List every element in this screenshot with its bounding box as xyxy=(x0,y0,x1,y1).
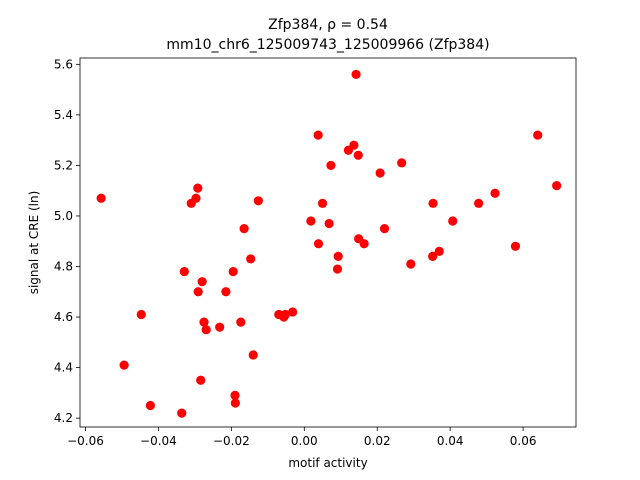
data-point xyxy=(428,251,438,262)
data-point xyxy=(145,400,155,411)
data-point xyxy=(510,241,521,251)
data-point xyxy=(215,322,225,332)
data-point xyxy=(375,168,385,178)
data-point xyxy=(351,69,361,80)
data-point xyxy=(406,259,416,269)
data-point xyxy=(239,223,249,234)
x-tick-label: 0.04 xyxy=(437,434,464,448)
x-axis-ticks: −0.06 −0.04 −0.02 0.00 0.02 0.04 0.06 xyxy=(67,427,536,448)
x-tick-label: 0.06 xyxy=(510,434,537,448)
y-tick-label: 4.6 xyxy=(54,310,73,324)
data-point xyxy=(359,239,369,249)
y-tick-label: 5.2 xyxy=(54,158,73,172)
data-point xyxy=(533,130,543,140)
y-tick-label: 4.4 xyxy=(54,361,73,375)
data-point xyxy=(96,193,106,203)
y-tick-label: 5.4 xyxy=(54,108,73,122)
data-point xyxy=(177,408,187,418)
plot-frame xyxy=(79,57,577,428)
data-point xyxy=(324,218,334,229)
data-point xyxy=(353,150,363,160)
y-tick-label: 4.2 xyxy=(54,411,73,425)
data-point xyxy=(221,287,231,297)
data-point xyxy=(193,287,203,297)
data-point xyxy=(280,309,290,320)
data-point xyxy=(434,246,444,256)
chart-title-line-2: mm10_chr6_125009743_125009966 (Zfp384) xyxy=(166,37,489,53)
data-point xyxy=(349,140,359,150)
data-point xyxy=(199,317,209,327)
x-tick-label: −0.06 xyxy=(67,434,104,448)
data-point xyxy=(201,325,211,335)
x-tick-label: 0.02 xyxy=(364,434,391,448)
y-axis-label-text: signal at CRE (ln) xyxy=(27,191,41,295)
data-point xyxy=(248,350,258,360)
data-point xyxy=(119,360,129,370)
data-point xyxy=(136,309,146,320)
x-tick-label: −0.02 xyxy=(213,434,250,448)
data-point xyxy=(448,216,458,226)
data-point xyxy=(228,266,238,277)
x-tick-label: 0.00 xyxy=(291,434,318,448)
data-point xyxy=(397,158,407,168)
data-point xyxy=(197,277,207,287)
data-point xyxy=(230,398,240,408)
y-tick-label: 5.6 xyxy=(54,57,73,71)
data-point xyxy=(379,223,390,234)
data-point xyxy=(333,251,343,262)
data-point xyxy=(236,317,246,327)
data-point xyxy=(246,254,256,264)
x-tick-label: −0.04 xyxy=(140,434,177,448)
data-point xyxy=(313,130,323,140)
data-point xyxy=(196,375,206,385)
y-tick-label: 4.8 xyxy=(54,260,73,274)
data-points xyxy=(96,69,562,418)
data-point xyxy=(288,307,298,317)
data-point xyxy=(552,181,562,191)
data-point xyxy=(490,188,500,198)
data-point xyxy=(332,264,343,274)
data-point xyxy=(317,198,328,208)
data-point xyxy=(179,266,189,277)
data-point xyxy=(474,198,484,208)
data-point xyxy=(191,193,201,203)
x-axis-label: motif activity xyxy=(288,456,367,470)
data-point xyxy=(253,196,263,206)
y-tick-label: 5.0 xyxy=(54,209,73,223)
y-axis-ticks: 4.2 4.4 4.6 4.8 5.0 5.2 5.4 5.6 xyxy=(54,57,80,425)
chart-title-line-1: Zfp384, ρ = 0.54 xyxy=(268,17,388,33)
data-point xyxy=(326,160,336,171)
data-point xyxy=(230,390,240,401)
y-axis-label: signal at CRE (ln) xyxy=(27,191,41,295)
data-point xyxy=(306,216,316,226)
data-point xyxy=(428,198,438,208)
data-point xyxy=(193,183,203,193)
data-point xyxy=(313,239,324,249)
